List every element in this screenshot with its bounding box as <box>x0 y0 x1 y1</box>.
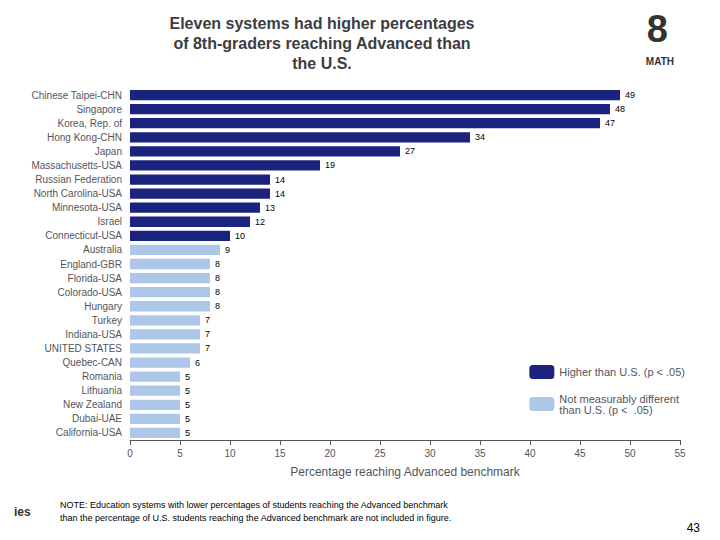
svg-text:the U.S.: the U.S. <box>292 55 352 72</box>
svg-text:35: 35 <box>474 448 486 459</box>
svg-text:10: 10 <box>235 231 245 241</box>
svg-text:Hungary: Hungary <box>84 301 122 312</box>
svg-text:43: 43 <box>687 521 701 535</box>
svg-text:50: 50 <box>624 448 636 459</box>
svg-text:7: 7 <box>205 343 210 353</box>
svg-text:Florida-USA: Florida-USA <box>68 273 123 284</box>
svg-text:NOTE: Education systems with l: NOTE: Education systems with lower perce… <box>60 500 448 510</box>
svg-text:Higher than U.S. (p < .05): Higher than U.S. (p < .05) <box>559 366 685 378</box>
svg-text:5: 5 <box>177 448 183 459</box>
svg-text:8: 8 <box>215 301 220 311</box>
svg-text:14: 14 <box>275 175 285 185</box>
svg-text:North Carolina-USA: North Carolina-USA <box>34 188 123 199</box>
svg-text:Colorado-USA: Colorado-USA <box>58 287 123 298</box>
svg-text:5: 5 <box>185 400 190 410</box>
svg-text:than U.S. (p < .05): than U.S. (p < .05) <box>559 404 652 416</box>
svg-text:19: 19 <box>325 160 335 170</box>
svg-text:34: 34 <box>475 132 485 142</box>
svg-text:8: 8 <box>215 259 220 269</box>
svg-text:48: 48 <box>615 104 625 114</box>
svg-text:Japan: Japan <box>95 146 122 157</box>
svg-text:5: 5 <box>185 428 190 438</box>
svg-text:9: 9 <box>225 245 230 255</box>
svg-text:45: 45 <box>574 448 586 459</box>
svg-text:Dubai-UAE: Dubai-UAE <box>72 413 122 424</box>
svg-text:Minnesota-USA: Minnesota-USA <box>52 202 122 213</box>
svg-text:27: 27 <box>405 146 415 156</box>
svg-text:5: 5 <box>185 372 190 382</box>
svg-text:of 8th-graders reaching Advanc: of 8th-graders reaching Advanced than <box>173 35 470 52</box>
svg-text:Romania: Romania <box>82 371 122 382</box>
svg-text:13: 13 <box>265 203 275 213</box>
svg-text:47: 47 <box>605 118 615 128</box>
svg-text:Not measurably different: Not measurably different <box>559 392 679 405</box>
svg-text:20: 20 <box>324 448 336 459</box>
svg-text:7: 7 <box>205 329 210 339</box>
svg-text:ies: ies <box>14 505 31 519</box>
svg-text:Israel: Israel <box>98 216 122 227</box>
svg-text:7: 7 <box>205 315 210 325</box>
svg-text:30: 30 <box>424 448 436 459</box>
svg-text:Russian Federation: Russian Federation <box>35 174 122 185</box>
svg-text:UNITED STATES: UNITED STATES <box>45 343 123 354</box>
svg-text:0: 0 <box>127 448 133 459</box>
svg-text:England-GBR: England-GBR <box>60 259 122 270</box>
svg-text:Lithuania: Lithuania <box>81 385 122 396</box>
svg-text:Percentage reaching Advanced b: Percentage reaching Advanced benchmark <box>290 465 520 479</box>
svg-text:Quebec-CAN: Quebec-CAN <box>63 357 122 368</box>
svg-text:than the percentage of U.S. st: than the percentage of U.S. students rea… <box>60 513 451 523</box>
svg-text:California-USA: California-USA <box>56 427 122 438</box>
svg-text:Indiana-USA: Indiana-USA <box>65 329 122 340</box>
svg-text:Massachusetts-USA: Massachusetts-USA <box>31 160 122 171</box>
svg-text:Chinese Taipei-CHN: Chinese Taipei-CHN <box>32 90 122 101</box>
svg-text:Connecticut-USA: Connecticut-USA <box>45 230 122 241</box>
svg-text:New Zealand: New Zealand <box>63 399 122 410</box>
svg-text:8: 8 <box>215 287 220 297</box>
svg-text:40: 40 <box>524 448 536 459</box>
svg-text:15: 15 <box>274 448 286 459</box>
svg-text:49: 49 <box>625 90 635 100</box>
svg-text:Korea, Rep. of: Korea, Rep. of <box>58 118 123 129</box>
svg-text:Hong Kong-CHN: Hong Kong-CHN <box>47 132 122 143</box>
svg-text:Australia: Australia <box>83 244 122 255</box>
svg-text:5: 5 <box>185 414 190 424</box>
svg-text:Turkey: Turkey <box>92 315 122 326</box>
svg-text:6: 6 <box>195 358 200 368</box>
svg-text:25: 25 <box>374 448 386 459</box>
svg-text:Eleven systems had higher perc: Eleven systems had higher percentages <box>169 15 474 32</box>
svg-text:55: 55 <box>674 448 686 459</box>
svg-text:MATH: MATH <box>646 56 674 67</box>
svg-text:12: 12 <box>255 217 265 227</box>
svg-text:14: 14 <box>275 189 285 199</box>
svg-text:8: 8 <box>647 8 668 50</box>
svg-text:Singapore: Singapore <box>76 104 122 115</box>
svg-text:8: 8 <box>215 273 220 283</box>
svg-text:5: 5 <box>185 386 190 396</box>
svg-text:10: 10 <box>224 448 236 459</box>
